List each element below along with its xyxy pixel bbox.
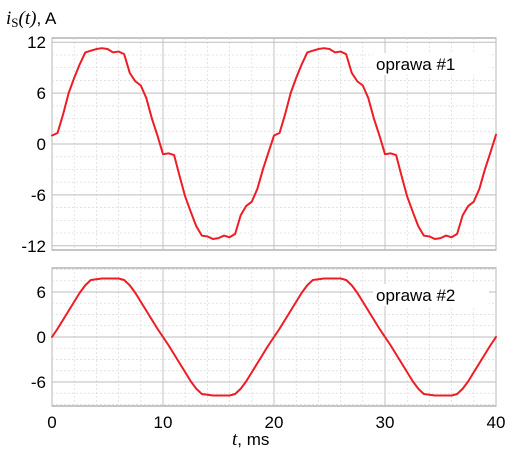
y-tick-label: -6 xyxy=(31,373,46,392)
y-tick-label: 6 xyxy=(37,84,46,103)
chart-panel-2: 6 0 -6 0 10 20 30 40 oprawa #2 xyxy=(31,267,506,432)
y-tick-label: 12 xyxy=(27,33,46,52)
y-axis-label: iS(t), A xyxy=(6,8,57,30)
legend-background xyxy=(373,284,489,306)
x-axis-label-var: t xyxy=(232,429,238,448)
y-axis-label-var: i xyxy=(6,8,11,29)
y-tick-label: 0 xyxy=(37,135,46,154)
x-tick-label: 30 xyxy=(376,413,395,432)
y-axis-label-subscript: S xyxy=(11,15,18,30)
y-tick-label: -6 xyxy=(31,186,46,205)
x-tick-label: 0 xyxy=(47,413,56,432)
series-line xyxy=(51,47,497,240)
y-tick-label: -12 xyxy=(21,237,46,256)
x-tick-label: 40 xyxy=(487,413,506,432)
y-axis-label-arg: (t) xyxy=(19,8,37,29)
x-axis-label-unit: , ms xyxy=(237,430,269,448)
x-tick-label: 10 xyxy=(154,413,173,432)
legend-background xyxy=(373,53,489,75)
x-tick-label: 20 xyxy=(265,413,284,432)
y-tick-label: 0 xyxy=(37,328,46,347)
chart-panel-1: 12 6 0 -6 -12 oprawa #1 xyxy=(21,33,497,256)
legend-label: oprawa #1 xyxy=(376,55,455,74)
x-axis-label: t, ms xyxy=(232,429,269,448)
y-axis-label-unit: , A xyxy=(36,9,57,28)
series-line xyxy=(51,277,497,397)
y-tick-label: 6 xyxy=(37,283,46,302)
legend-label: oprawa #2 xyxy=(376,286,455,305)
